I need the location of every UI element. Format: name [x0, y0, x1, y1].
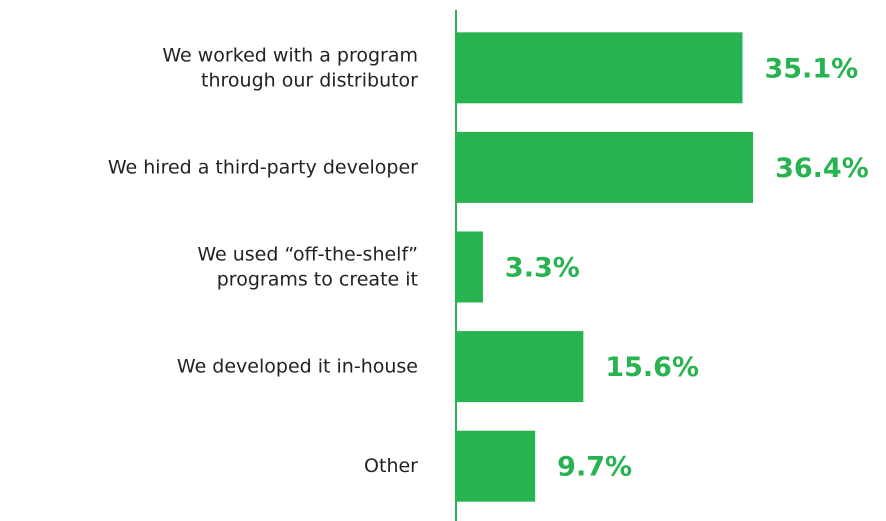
bar — [456, 231, 483, 303]
value-label: 15.6% — [605, 352, 699, 383]
category-label: Other — [364, 455, 418, 477]
category-label: We worked with a program through our dist… — [162, 44, 418, 91]
bar — [456, 430, 536, 502]
category-line: We hired a third-party developer — [108, 156, 418, 178]
category-line: programs to create it — [217, 268, 418, 290]
bar — [456, 331, 584, 403]
category-label: We hired a third-party developer — [108, 156, 418, 178]
bar — [456, 32, 743, 104]
value-label: 35.1% — [764, 53, 858, 84]
value-label: 3.3% — [505, 253, 580, 284]
category-line: Other — [364, 455, 418, 477]
category-line: We developed it in-house — [177, 355, 418, 377]
category-line: We worked with a program — [162, 44, 418, 66]
category-label: We developed it in-house — [177, 355, 418, 377]
category-label: We used “off-the-shelf” programs to creat… — [197, 243, 418, 290]
value-label: 9.7% — [557, 452, 632, 483]
value-label: 36.4% — [775, 153, 869, 184]
category-line: through our distributor — [201, 69, 418, 91]
category-line: We used “off-the-shelf” — [197, 243, 418, 265]
bar — [456, 131, 754, 203]
